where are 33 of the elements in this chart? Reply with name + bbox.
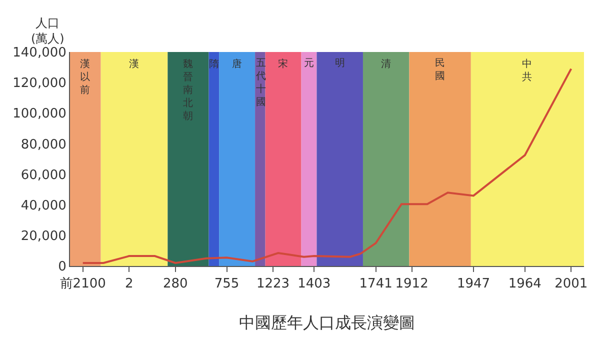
x-tick-label: 1403 xyxy=(298,276,331,292)
y-tick-label: 80,000 xyxy=(20,137,66,152)
x-tick-label: 1947 xyxy=(456,276,490,292)
y-tick-label: 100,000 xyxy=(12,106,66,122)
x-tick-label: 2 xyxy=(124,276,134,292)
x-tick-label: 755 xyxy=(214,276,240,292)
y-tick-label: 0 xyxy=(58,260,66,275)
annotation: 唐 xyxy=(232,58,242,70)
x-tick-label: 2001 xyxy=(554,276,588,292)
annotation: 中共 xyxy=(522,58,532,83)
y-axis-title: 人口 (萬人) xyxy=(31,16,64,46)
y-tick-label: 140,000 xyxy=(12,46,66,61)
annotation: 魏晉南北朝 xyxy=(183,58,193,122)
annotation: 隋 xyxy=(209,58,219,70)
annotation: 清 xyxy=(381,58,391,70)
x-tick-label: 1964 xyxy=(508,276,542,292)
x-tick-label: 280 xyxy=(162,276,188,292)
annotation: 宋 xyxy=(278,58,288,70)
y-tick-label: 40,000 xyxy=(20,198,66,214)
y-tick-label: 20,000 xyxy=(20,228,66,244)
x-tick-label: 1912 xyxy=(395,276,428,292)
annotation: 漢 xyxy=(129,58,139,70)
annotation: 漢以前 xyxy=(80,58,90,96)
x-tick-label: 1223 xyxy=(256,276,290,292)
line-series xyxy=(82,68,572,264)
annotation: 民國 xyxy=(435,58,445,82)
x-tick-label: 前2100 xyxy=(60,276,106,292)
x-tick-label: 1741 xyxy=(359,276,392,292)
annotation: 元 xyxy=(304,58,314,69)
annotation: 明 xyxy=(335,58,345,69)
y-tick-label: 60,000 xyxy=(20,168,66,183)
y-tick-label: 120,000 xyxy=(12,76,66,92)
text: 中國歷年人口成長演變圖 xyxy=(239,313,415,332)
